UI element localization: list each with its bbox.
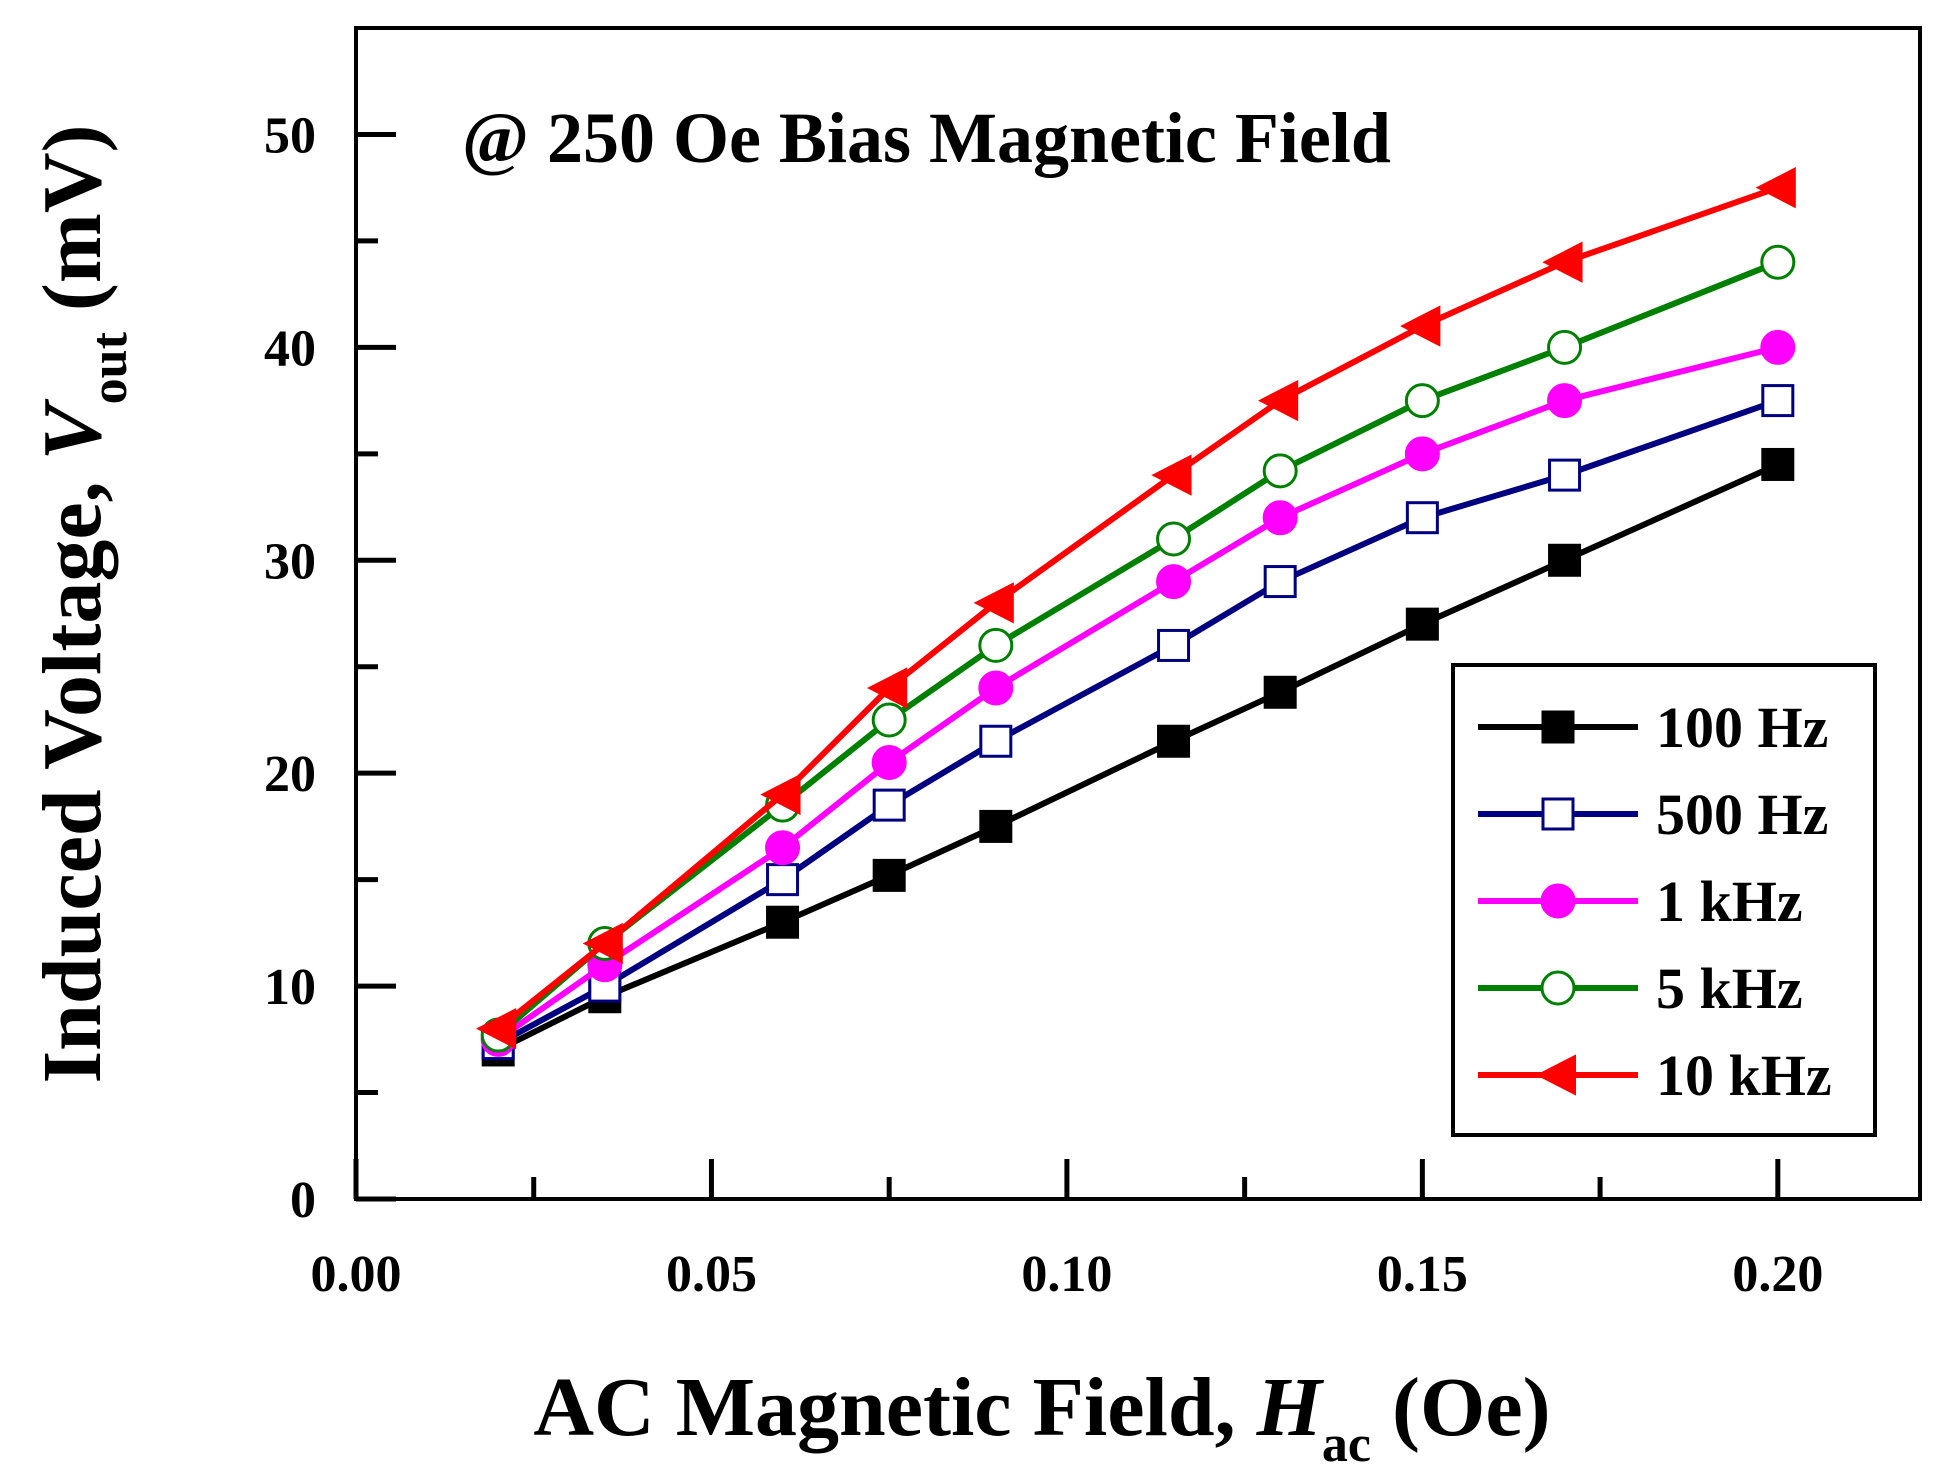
data-point [1542, 241, 1583, 283]
tick-labels: 0.00 0.05 0.10 0.15 0.20 0 10 20 30 40 50 [264, 107, 1823, 1303]
series-500-hz [481, 384, 1795, 1061]
y-axis-title-subscript: out [81, 331, 138, 404]
y-axis-title: Induced Voltage, Vout (mV) [26, 124, 138, 1083]
data-point [1404, 436, 1440, 472]
data-point [979, 809, 1013, 843]
x-tick-label: 0.10 [1021, 1246, 1112, 1303]
x-axis-title-main: AC Magnetic Field, [533, 1361, 1256, 1454]
data-point [1151, 454, 1192, 496]
data-point [766, 905, 800, 939]
x-axis-title-unit: (Oe) [1371, 1361, 1551, 1454]
data-point [1760, 244, 1796, 280]
legend-item: 100 Hz [1478, 695, 1828, 760]
data-point [1400, 305, 1441, 347]
legend-label: 100 Hz [1656, 695, 1828, 760]
data-point [1548, 458, 1582, 492]
data-point [1263, 565, 1297, 599]
data-point [1547, 329, 1583, 365]
x-axis-title: AC Magnetic Field, Hac (Oe) [533, 1361, 1550, 1473]
data-point [1156, 521, 1192, 557]
legend-label: 500 Hz [1656, 782, 1828, 847]
legend-item: 5 kHz [1478, 956, 1803, 1021]
x-tick-label: 0.00 [311, 1246, 402, 1303]
y-axis-title-main: Induced Voltage, [26, 460, 119, 1083]
data-point [760, 773, 801, 816]
y-tick-label: 20 [264, 746, 316, 803]
chart-annotation: @ 250 Oe Bias Magnetic Field [462, 98, 1391, 178]
data-point [582, 922, 623, 965]
series-line [496, 397, 1779, 1047]
y-axis-title-symbol: V [26, 398, 119, 460]
legend-marker [1541, 797, 1575, 831]
legend-marker [1540, 883, 1576, 919]
series-line [496, 344, 1779, 1042]
data-point [1263, 675, 1297, 709]
x-tick-label: 0.20 [1732, 1246, 1823, 1303]
series-100-hz [481, 447, 1795, 1067]
legend: 100 Hz 500 Hz 1 kHz 5 kHz 10 kHz [1451, 663, 1877, 1137]
y-axis-title-unit: (mV) [26, 124, 119, 332]
legend-marker [1535, 1054, 1576, 1096]
x-axis-title-subscript: ac [1322, 1416, 1371, 1473]
legend-label: 5 kHz [1656, 956, 1803, 1021]
y-tick-label: 0 [290, 1172, 316, 1229]
legend-marker [1541, 710, 1575, 744]
series-line [496, 259, 1779, 1038]
series-group [475, 167, 1796, 1067]
legend-marker [1540, 970, 1576, 1006]
y-tick-label: 40 [264, 320, 316, 377]
series-line [496, 184, 1779, 1032]
data-point [1755, 167, 1796, 209]
data-point [1157, 724, 1191, 758]
y-tick-label: 10 [264, 959, 316, 1016]
data-point [973, 582, 1014, 624]
legend-label: 1 kHz [1656, 869, 1803, 934]
data-point [1405, 607, 1439, 641]
data-point [766, 863, 800, 897]
x-tick-label: 0.05 [666, 1246, 757, 1303]
data-point [1262, 500, 1298, 536]
data-point [866, 667, 908, 709]
legend-item: 500 Hz [1478, 782, 1828, 847]
data-point [1157, 628, 1191, 662]
data-point [871, 745, 907, 781]
data-point [1761, 447, 1795, 481]
data-point [1760, 329, 1796, 365]
x-tick-label: 0.15 [1377, 1246, 1468, 1303]
series-10-khz [475, 167, 1796, 1050]
plot-frame [354, 26, 1922, 1201]
data-point [1257, 379, 1299, 422]
series-line [496, 461, 1780, 1053]
data-point [872, 788, 906, 822]
data-point [979, 724, 1013, 758]
legend-label: 10 kHz [1656, 1043, 1832, 1108]
legend-item: 1 kHz [1478, 869, 1803, 934]
data-point [1547, 383, 1583, 419]
data-point [872, 858, 906, 892]
y-tick-label: 30 [264, 533, 316, 590]
data-point [1761, 384, 1795, 418]
x-axis-title-symbol: H [1256, 1361, 1325, 1454]
data-point [1548, 543, 1582, 577]
data-point [765, 830, 801, 866]
data-point [1156, 564, 1192, 600]
y-tick-label: 50 [264, 107, 316, 164]
data-point [1405, 501, 1439, 535]
data-point [475, 1008, 517, 1050]
data-point [1404, 383, 1440, 419]
data-point [871, 702, 907, 738]
data-point [1262, 453, 1298, 489]
data-point [978, 627, 1014, 663]
legend-item: 10 kHz [1478, 1043, 1832, 1108]
data-point [978, 670, 1014, 706]
axis-ticks [353, 131, 1781, 1202]
